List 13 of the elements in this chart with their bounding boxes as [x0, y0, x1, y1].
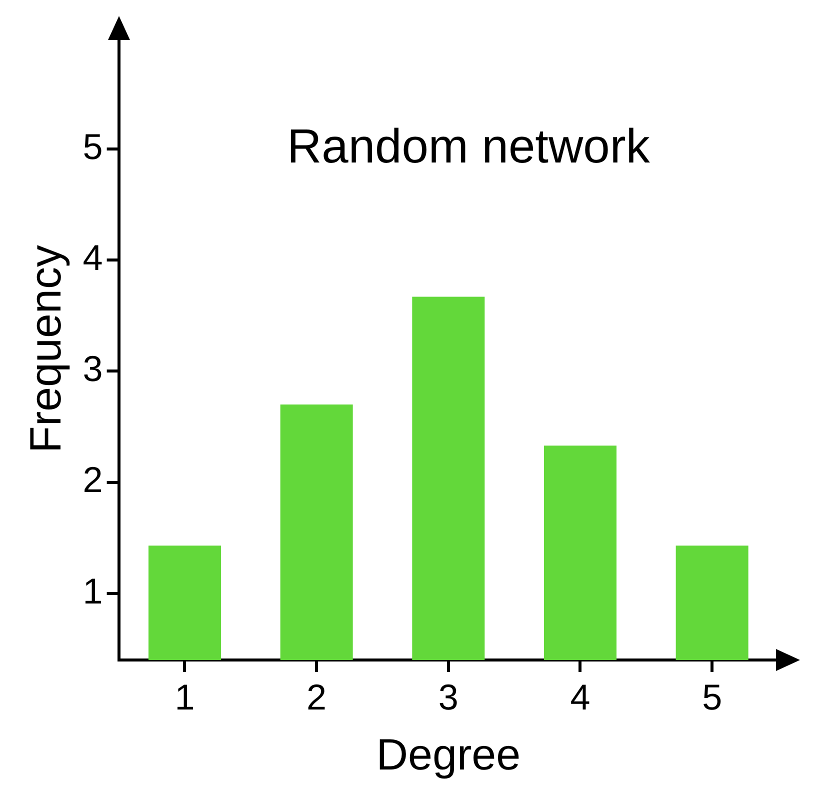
y-axis-title: Frequency [22, 245, 71, 453]
x-tick-label: 4 [570, 676, 590, 718]
text: Random network [286, 120, 651, 174]
x-tick-label: 1 [174, 676, 195, 718]
x-axis-title: Degree [376, 730, 521, 780]
x-tick-label: 5 [702, 676, 722, 718]
y-tick-label: 5 [82, 126, 103, 167]
y-tick-label: 1 [82, 570, 103, 612]
y-tick-label: 4 [82, 237, 103, 278]
x-tick-label: 3 [438, 676, 458, 718]
y-tick-label: 2 [82, 459, 103, 500]
y-tick-label: 3 [82, 348, 103, 390]
x-tick-label: 2 [306, 676, 327, 718]
